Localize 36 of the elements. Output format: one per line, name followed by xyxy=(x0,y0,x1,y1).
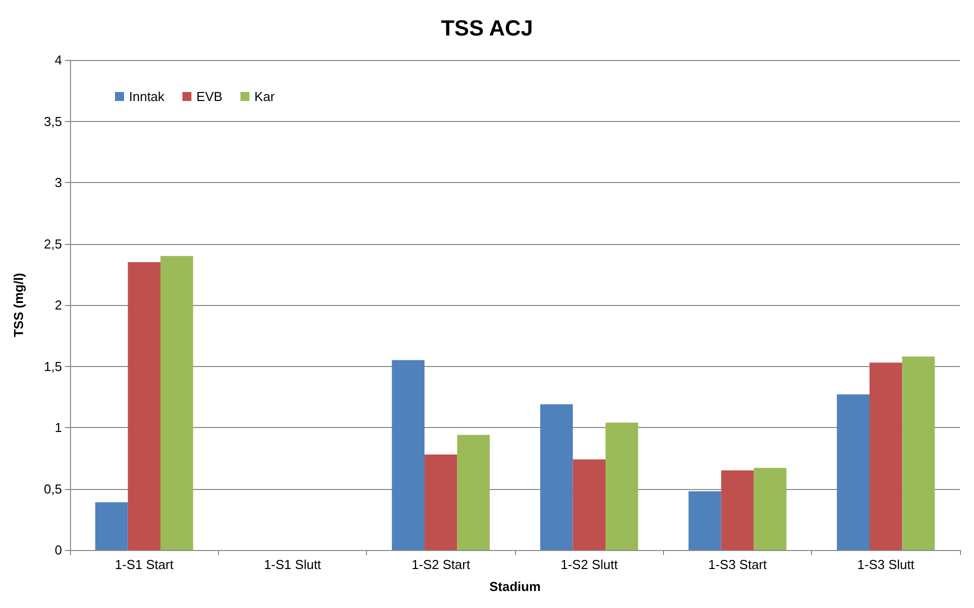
y-axis-title: TSS (mg/l) xyxy=(11,272,26,338)
x-tick-label: 1-S3 Slutt xyxy=(857,557,915,572)
y-tick-label: 4 xyxy=(54,52,62,68)
y-tick-label: 3,5 xyxy=(44,114,62,129)
bar xyxy=(95,502,128,550)
bar xyxy=(902,356,935,550)
x-axis-title: Stadium xyxy=(489,579,541,594)
bar xyxy=(457,434,490,550)
y-tick-label: 3 xyxy=(54,175,62,190)
x-tick-label: 1-S1 Start xyxy=(114,557,174,572)
bar xyxy=(160,256,194,550)
y-tick-label: 1,5 xyxy=(44,358,62,374)
x-tick-label: 1-S2 Start xyxy=(412,557,470,572)
y-tick-label: 2 xyxy=(54,298,62,312)
bar xyxy=(392,360,425,550)
bar xyxy=(540,404,573,550)
y-tick-label: 0 xyxy=(54,542,62,558)
y-tick-label: 1 xyxy=(54,420,62,435)
bar xyxy=(754,468,786,550)
y-tick-label: 2,5 xyxy=(44,236,62,252)
bar xyxy=(128,262,160,550)
x-tick-label: 1-S2 Slutt xyxy=(560,557,618,572)
bar xyxy=(688,491,722,550)
bar xyxy=(721,470,754,550)
bar xyxy=(870,362,902,550)
legend-label: Kar xyxy=(254,89,276,104)
legend-label: Inntak xyxy=(129,89,165,104)
bar xyxy=(836,394,870,550)
bar xyxy=(572,459,606,550)
y-tick-label: 0,5 xyxy=(44,481,62,496)
x-tick-label: 1-S3 Start xyxy=(708,557,768,572)
bar xyxy=(424,454,458,550)
x-tick-label: 1-S1 Slutt xyxy=(264,557,322,572)
chart-title: TSS ACJ xyxy=(440,16,534,40)
legend-label: EVB xyxy=(196,89,222,104)
bar xyxy=(605,422,638,550)
